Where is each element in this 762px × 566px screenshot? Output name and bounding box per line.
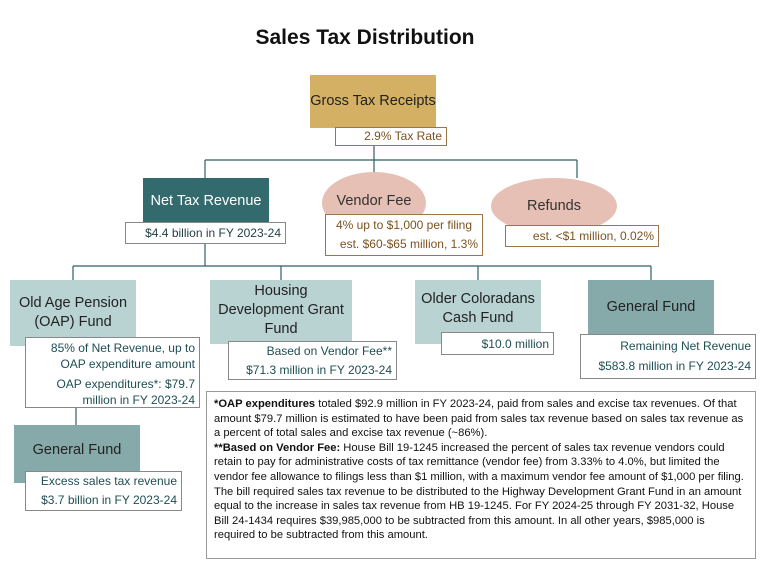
gross-tax-receipts-box: Gross Tax Receipts <box>310 75 436 128</box>
oap-fund-label: Old Age Pension (OAP) Fund <box>18 295 128 330</box>
gross-tax-rate-label: 2.9% Tax Rate <box>335 127 447 146</box>
net-tax-revenue-amount: $4.4 billion in FY 2023-24 <box>125 222 286 244</box>
general-fund-bottom-basis: Excess sales tax revenue <box>40 474 177 488</box>
older-coloradans-fund-amount: $10.0 million <box>441 332 554 355</box>
oap-fund-expenditures: OAP expenditures*: $79.7 million in FY 2… <box>56 377 195 407</box>
oap-fund-rule: 85% of Net Revenue, up to OAP expenditur… <box>50 341 195 371</box>
refunds-label: Refunds <box>526 197 581 214</box>
footnote-vendor-fee: **Based on Vendor Fee: House Bill 19-124… <box>214 441 748 543</box>
vendor-fee-estimate: est. $60-$65 million, 1.3% <box>339 237 478 251</box>
general-fund-right-label: General Fund <box>606 299 696 315</box>
housing-fund-label: Housing Development Grant Fund <box>218 282 344 337</box>
refunds-estimate: est. <$1 million, 0.02% <box>505 225 659 247</box>
footnote-vendor-fee-heading: **Based on Vendor Fee: <box>214 441 341 454</box>
housing-fund-details: Based on Vendor Fee** $71.3 million in F… <box>228 341 397 380</box>
refunds-ellipse: Refunds <box>491 178 617 234</box>
footnote-box: *OAP expenditures totaled $92.9 million … <box>206 391 756 559</box>
footnote-oap-text: totaled $92.9 million in FY 2023-24, pai… <box>214 398 744 440</box>
vendor-fee-details: 4% up to $1,000 per filing est. $60-$65 … <box>325 214 483 256</box>
general-fund-bottom-label: General Fund <box>32 441 122 458</box>
general-fund-right-details: Remaining Net Revenue $583.8 million in … <box>580 334 756 379</box>
general-fund-right-basis: Remaining Net Revenue <box>620 339 751 353</box>
housing-fund-box: Housing Development Grant Fund <box>210 280 352 344</box>
net-tax-revenue-box: Net Tax Revenue <box>143 178 269 224</box>
footnote-oap-heading: *OAP expenditures <box>214 398 316 410</box>
general-fund-right-box: General Fund <box>588 280 714 335</box>
page-title: Sales Tax Distribution <box>255 26 475 49</box>
general-fund-right-amount: $583.8 million in FY 2023-24 <box>598 359 751 373</box>
general-fund-bottom-details: Excess sales tax revenue $3.7 billion in… <box>25 471 182 511</box>
vendor-fee-rate: 4% up to $1,000 per filing <box>335 218 473 232</box>
footnote-oap: *OAP expenditures totaled $92.9 million … <box>214 397 748 441</box>
oap-fund-details: 85% of Net Revenue, up to OAP expenditur… <box>25 337 200 408</box>
older-coloradans-fund-label: Older Coloradans Cash Fund <box>421 291 535 326</box>
housing-fund-basis: Based on Vendor Fee** <box>266 344 392 358</box>
net-tax-revenue-label: Net Tax Revenue <box>150 192 262 209</box>
gross-tax-receipts-label: Gross Tax Receipts <box>310 93 436 109</box>
oap-fund-box: Old Age Pension (OAP) Fund <box>10 280 136 346</box>
vendor-fee-label: Vendor Fee <box>336 192 412 209</box>
general-fund-bottom-amount: $3.7 billion in FY 2023-24 <box>41 493 177 507</box>
housing-fund-amount: $71.3 million in FY 2023-24 <box>246 363 392 377</box>
footnote-vendor-fee-text: House Bill 19-1245 increased the percent… <box>214 441 744 542</box>
